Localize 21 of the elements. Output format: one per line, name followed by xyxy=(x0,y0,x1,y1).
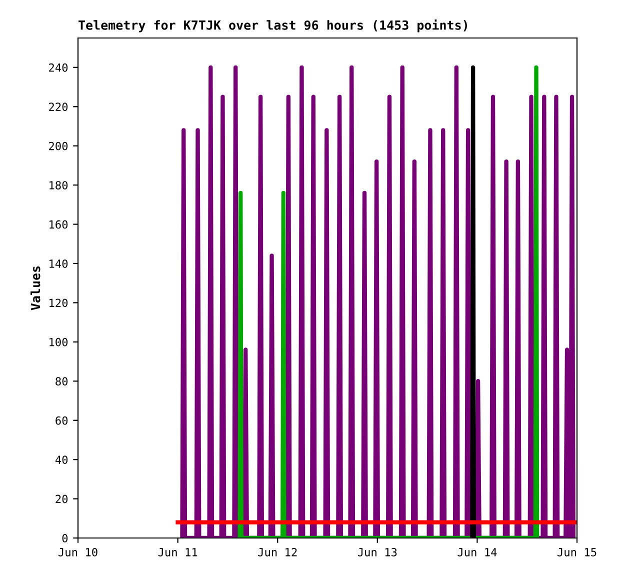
y-tick-label: 120 xyxy=(50,298,68,308)
x-tick-label: Jun 12 xyxy=(258,548,297,556)
x-tick-label: Jun 15 xyxy=(558,548,596,556)
y-tick-label: 240 xyxy=(49,63,68,72)
y-tick-label: 180 xyxy=(50,181,68,190)
x-tick-label: Jun 13 xyxy=(358,548,397,556)
x-tick-label: Jun 11 xyxy=(158,548,198,556)
y-tick-label: 100 xyxy=(50,338,68,346)
y-tick-label: 40 xyxy=(55,456,68,464)
chart-title: Telemetry for K7TJK over last 96 hours (1453 points) xyxy=(78,20,467,32)
x-tick-label: Jun 14 xyxy=(458,548,497,556)
y-axis-title: Values xyxy=(30,266,40,310)
x-tick-label: Jun 10 xyxy=(58,548,98,556)
y-tick-label: 160 xyxy=(50,220,68,229)
y-tick-label: 80 xyxy=(56,377,68,386)
y-tick-label: 0 xyxy=(62,534,68,542)
y-tick-label: 140 xyxy=(50,259,68,268)
y-tick-label: 200 xyxy=(49,142,68,150)
y-tick-label: 20 xyxy=(56,494,68,504)
y-tick-label: 220 xyxy=(49,102,68,112)
y-tick-label: 60 xyxy=(56,416,68,425)
